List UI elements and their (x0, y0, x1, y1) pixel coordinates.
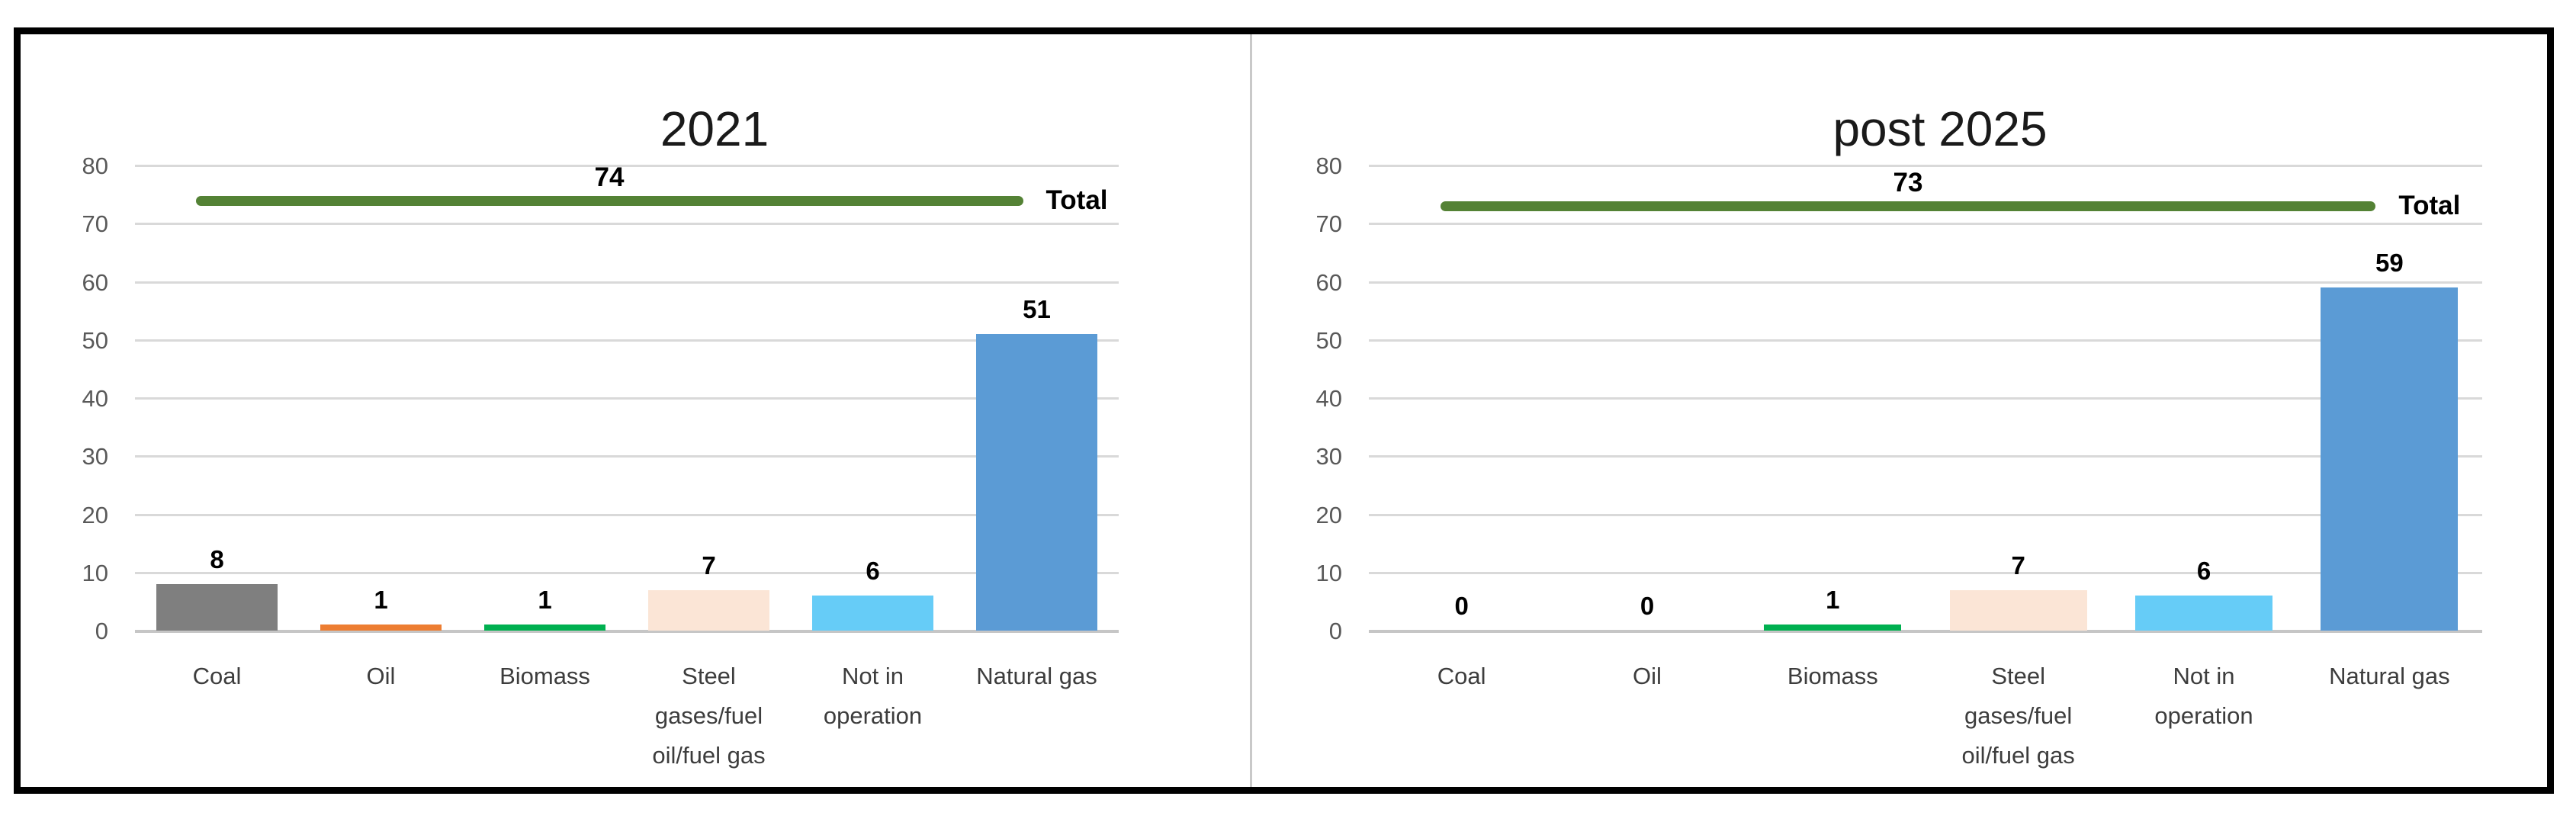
y-tick-label: 60 (1315, 268, 1342, 296)
bar-coal (156, 584, 278, 631)
chart-title-2021: 2021 (660, 101, 769, 156)
y-tick-label: 50 (1315, 326, 1342, 354)
category-label: Biomass (499, 663, 590, 689)
gridline-y-10 (1369, 571, 2482, 574)
gridline-y-40 (1369, 397, 2482, 400)
bar-value-label: 1 (538, 586, 552, 615)
gridline-y-10 (135, 571, 1119, 574)
plot-area-2021: 0 10 20 30 40 50 60 70 80 8 1 1 7 6 51 Coal Oil Biomass St… (82, 154, 1119, 769)
figure-frame: 2021 0 10 20 30 40 50 60 70 80 8 1 1 7 6 51 Coal Oil Biom… (14, 27, 2554, 794)
y-tick-label: 70 (82, 210, 108, 238)
bar-value-label: 6 (2196, 557, 2211, 586)
bar-value-label: 51 (1023, 295, 1051, 324)
category-label: Oil (366, 663, 396, 689)
bar-value-label: 1 (1826, 586, 1840, 615)
bar-value-label: 1 (374, 586, 388, 615)
gridline-y-60 (135, 281, 1119, 284)
bar-oil (320, 625, 442, 631)
y-tick-label: 80 (82, 153, 108, 179)
y-tick-label: 80 (1315, 153, 1342, 179)
y-tick-label: 0 (1328, 618, 1342, 644)
gridline-y-30 (1369, 455, 2482, 458)
gridline-y-50 (1369, 339, 2482, 342)
category-label: Not in operation (2154, 663, 2253, 729)
y-tick-label: 40 (1315, 385, 1342, 412)
category-label: Steel gases/fuel oil/fuel gas (652, 663, 766, 769)
bar-value-label: 59 (2375, 249, 2404, 278)
y-tick-label: 20 (82, 501, 108, 528)
plot-area-post-2025: 0 10 20 30 40 50 60 70 80 0 0 1 7 6 59 Coal Oil Biomass St… (1316, 154, 2482, 769)
bar-not-in-operation (811, 596, 934, 631)
category-label: Coal (1437, 663, 1486, 689)
gridline-y-60 (1369, 281, 2482, 284)
chart-title-post-2025: post 2025 (1832, 101, 2048, 156)
bar-biomass (483, 625, 606, 631)
chart-post-2025: post 2025 0 10 20 30 40 50 60 70 80 0 0 1 7 6 59 Coal Oi… (1254, 34, 2547, 787)
gridline-y-50 (135, 339, 1119, 342)
category-label: Not in operation (823, 663, 923, 729)
bar-value-label: 8 (210, 545, 224, 573)
gridline-y-40 (135, 397, 1119, 400)
gridline-y-0 (1369, 630, 2482, 633)
bar-value-label: 7 (2011, 551, 2025, 580)
gridline-y-0 (135, 630, 1119, 633)
bar-steel-gases-fuel-oil-fuel-gas (1949, 589, 2087, 631)
total-line-value-label: 73 (1893, 168, 1923, 198)
gridline-y-20 (135, 513, 1119, 516)
gridline-y-20 (1369, 513, 2482, 516)
y-tick-label: 0 (95, 618, 108, 644)
bar-steel-gases-fuel-oil-fuel-gas (647, 589, 770, 631)
bar-natural-gas (975, 334, 1098, 631)
gridline-y-30 (135, 455, 1119, 458)
category-label: Natural gas (2329, 663, 2450, 689)
y-tick-label: 10 (82, 559, 108, 586)
y-tick-label: 50 (82, 326, 108, 354)
category-label: Natural gas (976, 663, 1097, 689)
bar-value-label: 0 (1454, 592, 1469, 620)
total-line-value-label: 74 (594, 162, 625, 192)
bar-value-label: 0 (1640, 592, 1655, 620)
category-label: Biomass (1787, 663, 1878, 689)
y-tick-label: 30 (82, 443, 108, 470)
gridline-y-80 (135, 165, 1119, 167)
gridline-y-70 (135, 223, 1119, 226)
bar-value-label: 6 (866, 557, 880, 586)
bar-biomass (1764, 625, 1902, 631)
category-label: Steel gases/fuel oil/fuel gas (1961, 663, 2075, 769)
gridline-y-70 (1369, 223, 2482, 226)
y-tick-label: 70 (1315, 210, 1342, 238)
bar-natural-gas (2321, 287, 2459, 631)
bar-value-label: 7 (702, 551, 716, 580)
y-tick-label: 60 (82, 268, 108, 296)
category-label: Coal (192, 663, 242, 689)
total-series-label: Total (1045, 185, 1108, 215)
bar-not-in-operation (2134, 596, 2273, 631)
y-tick-label: 10 (1315, 559, 1342, 586)
total-series-label: Total (2398, 191, 2461, 221)
y-tick-label: 30 (1315, 443, 1342, 470)
category-label: Oil (1633, 663, 1662, 689)
panel-divider (1250, 34, 1252, 787)
total-line (195, 195, 1023, 206)
chart-2021: 2021 0 10 20 30 40 50 60 70 80 8 1 1 7 6 51 Coal Oil Biom… (21, 34, 1250, 787)
y-tick-label: 40 (82, 385, 108, 412)
total-line (1440, 201, 2376, 212)
gridline-y-80 (1369, 165, 2482, 167)
y-tick-label: 20 (1315, 501, 1342, 528)
